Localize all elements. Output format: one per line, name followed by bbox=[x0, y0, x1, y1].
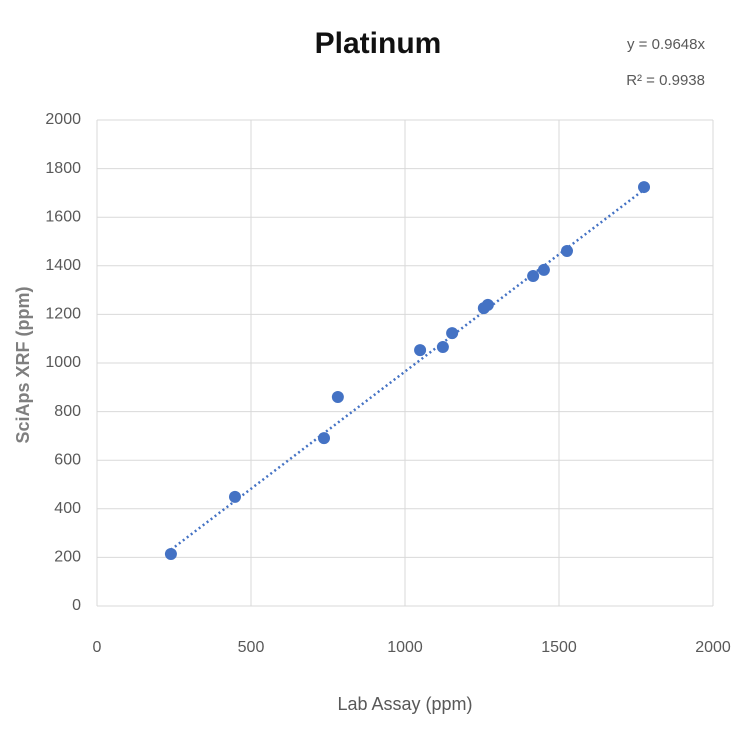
x-tick-label: 500 bbox=[238, 639, 265, 656]
data-point bbox=[527, 270, 540, 283]
data-point bbox=[164, 547, 177, 560]
y-tick-label: 1200 bbox=[45, 306, 81, 323]
data-point bbox=[436, 340, 449, 353]
data-point bbox=[446, 327, 459, 340]
y-tick-label: 1400 bbox=[45, 257, 81, 274]
data-point bbox=[638, 181, 651, 194]
y-axis-label: SciAps XRF (ppm) bbox=[13, 286, 33, 443]
y-tick-label: 200 bbox=[54, 549, 81, 566]
data-point bbox=[331, 391, 344, 404]
x-tick-label: 1000 bbox=[387, 639, 423, 656]
y-tick-label: 1800 bbox=[45, 160, 81, 177]
chart-title: Platinum bbox=[315, 27, 442, 60]
y-tick-label: 800 bbox=[54, 403, 81, 420]
data-point bbox=[481, 298, 494, 311]
trendline bbox=[170, 188, 645, 551]
trend-r-squared: R² = 0.9938 bbox=[626, 72, 705, 89]
data-point bbox=[414, 344, 427, 357]
data-point bbox=[561, 244, 574, 257]
y-tick-label: 0 bbox=[72, 597, 81, 614]
y-tick-label: 400 bbox=[54, 500, 81, 517]
x-tick-label: 2000 bbox=[695, 639, 731, 656]
trend-equation: y = 0.9648x bbox=[627, 36, 705, 53]
y-tick-label: 600 bbox=[54, 451, 81, 468]
data-point bbox=[228, 490, 241, 503]
x-tick-label: 1500 bbox=[541, 639, 577, 656]
y-tick-label: 1000 bbox=[45, 354, 81, 371]
data-point bbox=[317, 432, 330, 445]
y-tick-label: 1600 bbox=[45, 208, 81, 225]
x-axis-label: Lab Assay (ppm) bbox=[337, 694, 472, 714]
data-point bbox=[537, 263, 550, 276]
x-tick-label: 0 bbox=[93, 639, 102, 656]
y-tick-label: 2000 bbox=[45, 111, 81, 128]
